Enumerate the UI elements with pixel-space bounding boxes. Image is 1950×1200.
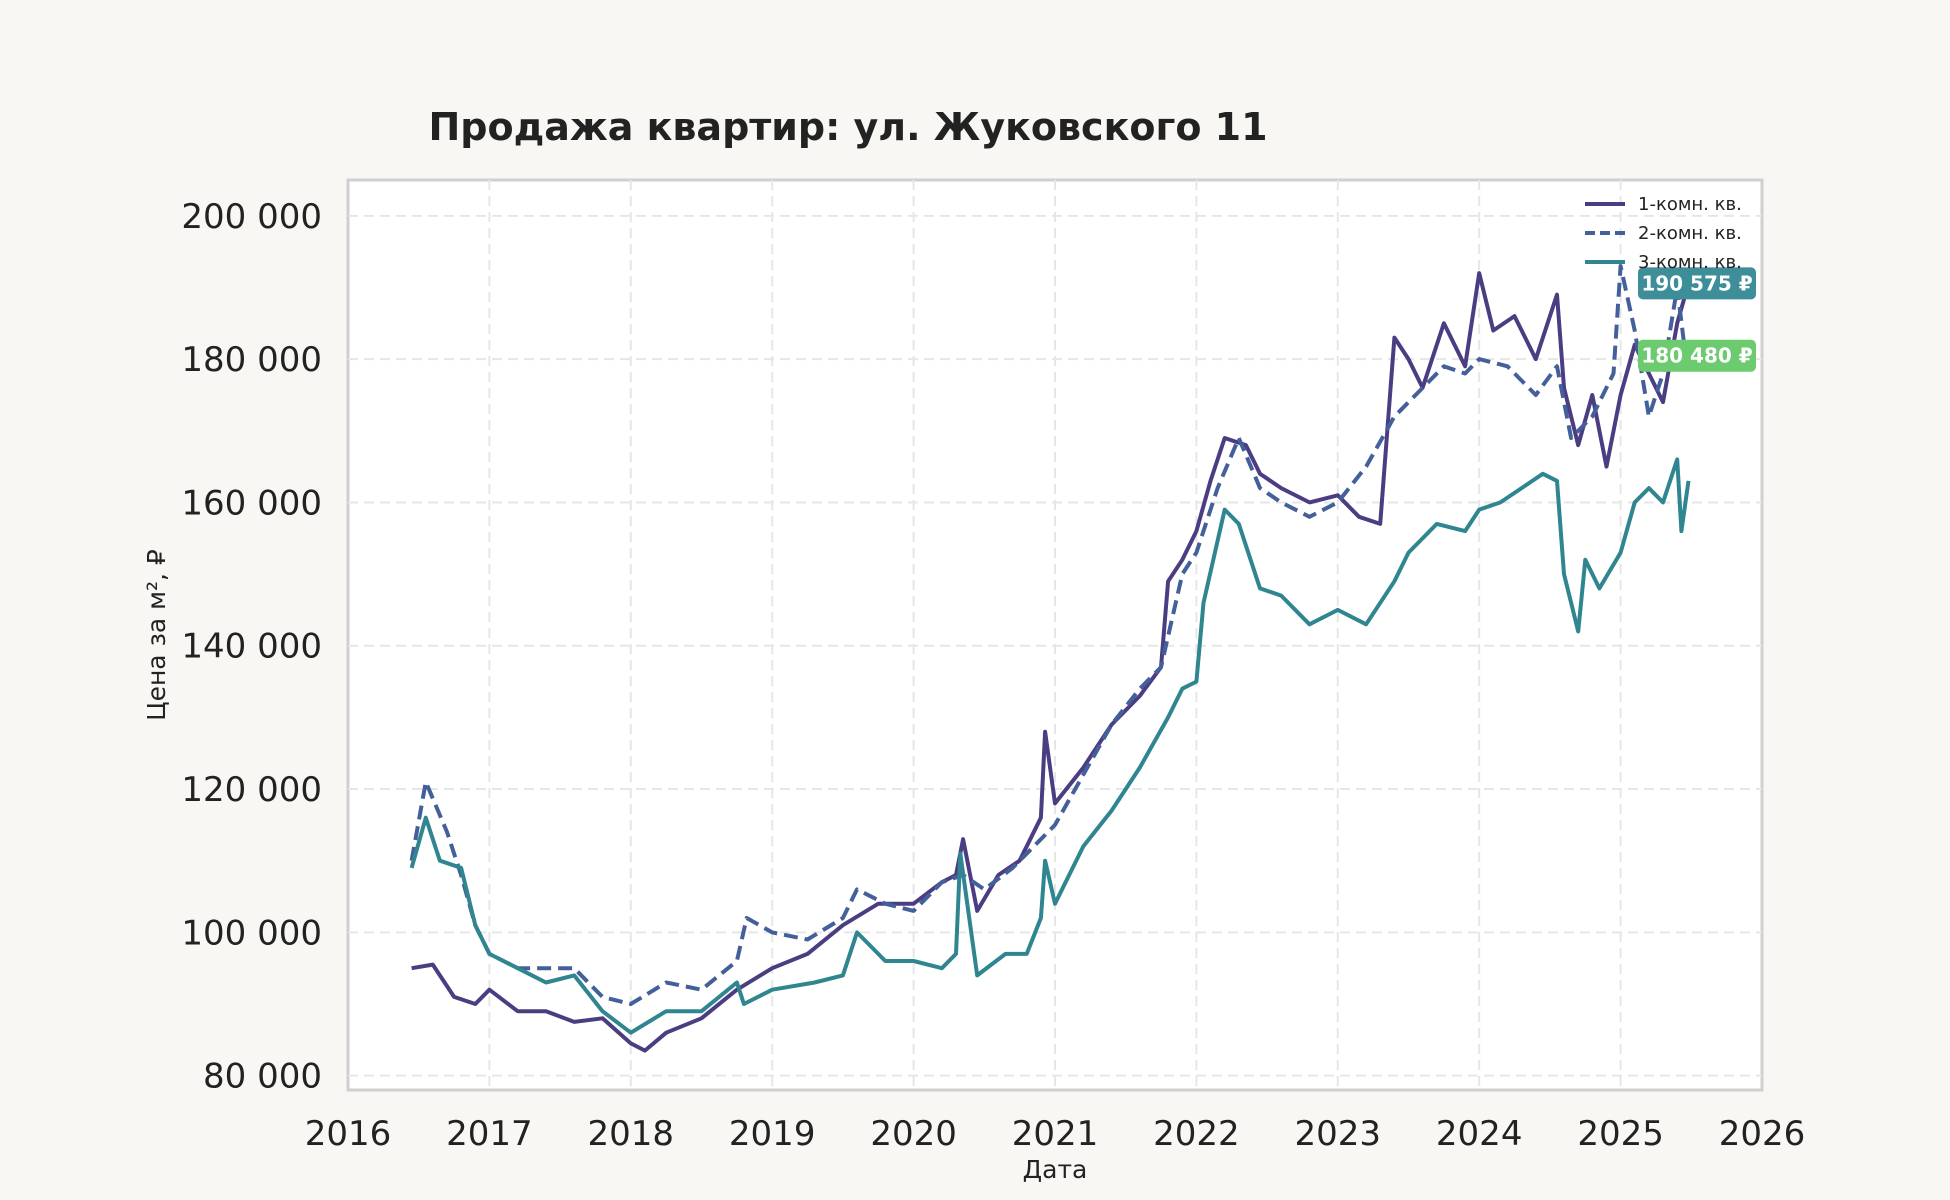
x-tick-label: 2023 — [1295, 1114, 1382, 1154]
legend-label: 2-комн. кв. — [1638, 223, 1742, 244]
series-line-1 — [411, 271, 1691, 1053]
legend-label: 1-комн. кв. — [1638, 194, 1742, 215]
x-axis-label: Дата — [1023, 1155, 1088, 1184]
grid-lines — [348, 180, 1762, 1090]
y-axis-ticks: 80 000 100 000 120 000 140 000 160 000 180 00… — [181, 197, 322, 1097]
legend-label: 3-комн. кв. — [1638, 252, 1742, 273]
y-tick-label: 140 000 — [181, 627, 322, 667]
x-tick-label: 2024 — [1436, 1114, 1523, 1154]
x-tick-label: 2022 — [1153, 1114, 1240, 1154]
y-tick-label: 180 000 — [181, 340, 322, 380]
y-axis-label: Цена за м², ₽ — [142, 549, 171, 721]
value-badge — [1638, 339, 1756, 372]
x-tick-label: 2019 — [729, 1114, 816, 1154]
x-tick-label: 2016 — [305, 1114, 392, 1154]
value-badge-label: 190 575 ₽ — [1641, 271, 1752, 295]
value-badge-label: 180 480 ₽ — [1641, 344, 1752, 368]
series-lines — [409, 264, 1691, 1053]
value-badge — [1638, 267, 1756, 300]
x-axis-ticks: 2016 2017 2018 2019 2020 2021 2022 2023 2024 2025… — [305, 1114, 1806, 1154]
y-tick-label: 80 000 — [203, 1057, 322, 1097]
y-tick-label: 160 000 — [181, 483, 322, 523]
x-tick-label: 2017 — [446, 1114, 533, 1154]
series-line-2 — [409, 264, 1691, 1006]
chart-title: Продажа квартир: ул. Жуковского 11 — [428, 105, 1267, 149]
x-tick-label: 2020 — [870, 1114, 957, 1154]
value-badges: 190 575 ₽ 180 480 ₽ — [1638, 267, 1756, 372]
x-tick-label: 2021 — [1012, 1114, 1099, 1154]
x-tick-label: 2026 — [1719, 1114, 1806, 1154]
y-tick-label: 120 000 — [181, 770, 322, 810]
x-tick-label: 2018 — [588, 1114, 675, 1154]
x-tick-label: 2025 — [1577, 1114, 1664, 1154]
y-tick-label: 200 000 — [181, 197, 322, 237]
legend: 1-комн. кв. 2-комн. кв. 3-комн. кв. — [1585, 194, 1742, 273]
y-tick-label: 100 000 — [181, 913, 322, 953]
series-line-3 — [409, 457, 1691, 1035]
